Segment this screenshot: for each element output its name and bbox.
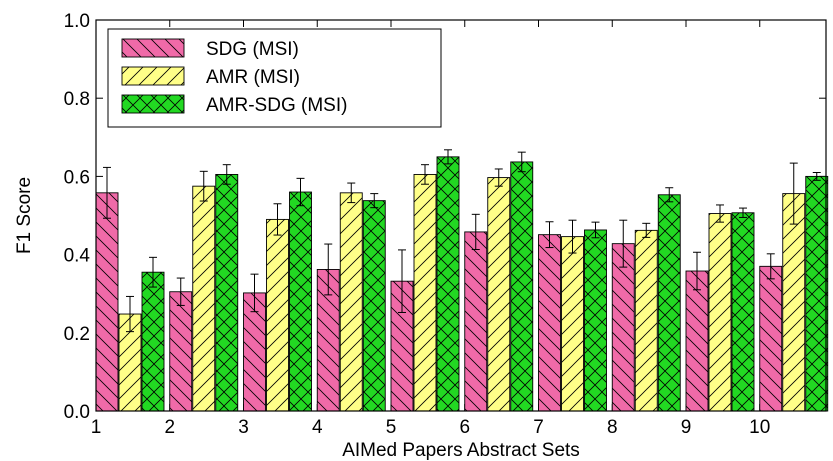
x-tick-label: 2 xyxy=(164,417,175,438)
legend-label: AMR-SDG (MSI) xyxy=(206,95,347,116)
bar-outline xyxy=(215,173,239,412)
bar-outline xyxy=(141,271,165,412)
y-tick-label: 0.8 xyxy=(64,89,90,110)
bar-outline xyxy=(413,173,437,412)
bar-outline xyxy=(708,213,732,412)
bar-outline xyxy=(805,175,829,412)
bar-outline xyxy=(538,234,561,412)
y-axis-label: F1 Score xyxy=(14,177,35,254)
x-tick-label: 1 xyxy=(91,417,102,438)
y-tick-label: 0.6 xyxy=(64,167,90,188)
bar-outline xyxy=(266,218,289,412)
bar-outline xyxy=(510,161,534,412)
plot-frame xyxy=(95,19,827,412)
x-tick-label: 6 xyxy=(459,417,470,438)
x-tick-label: 7 xyxy=(533,417,544,438)
legend-label: SDG (MSI) xyxy=(206,39,299,60)
bars xyxy=(95,156,829,412)
bar-outline xyxy=(464,231,488,412)
bar-outline xyxy=(657,194,681,412)
x-tick-label: 3 xyxy=(238,417,249,438)
bar-outline xyxy=(339,192,363,412)
error-bars xyxy=(103,149,821,333)
bar-outline xyxy=(289,191,312,412)
y-tick-label: 0.4 xyxy=(64,246,91,267)
bar-outline xyxy=(731,212,755,412)
bar-outline xyxy=(362,200,386,412)
bar-outline xyxy=(561,236,584,412)
bar-outline xyxy=(782,193,806,412)
y-tick-label: 1.0 xyxy=(64,11,90,32)
legend-swatch-outline xyxy=(121,38,185,58)
bar-outline xyxy=(169,291,193,412)
bar-outline xyxy=(634,229,658,412)
y-tick-labels: 0.0 0.2 0.4 0.6 0.8 1.0 xyxy=(64,11,91,423)
bar-outline xyxy=(487,177,511,412)
legend-swatch-outline xyxy=(121,94,185,114)
x-tick-label: 5 xyxy=(386,417,397,438)
bar-outline xyxy=(611,243,635,412)
x-tick-labels: 1 2 3 4 5 6 7 8 9 10 xyxy=(91,417,771,438)
legend-swatch-outline xyxy=(121,66,185,86)
x-tick-label: 9 xyxy=(681,417,692,438)
bar-outline xyxy=(436,156,460,412)
x-tick-label: 4 xyxy=(312,417,323,438)
bar-outline xyxy=(685,270,709,412)
y-tick-label: 0.0 xyxy=(64,402,90,423)
bar-outline xyxy=(192,185,216,412)
y-tick-label: 0.2 xyxy=(64,324,90,345)
x-tick-label: 8 xyxy=(607,417,618,438)
legend: SDG (MSI) AMR (MSI) AMR-SDG (MSI) xyxy=(107,28,442,128)
legend-label: AMR (MSI) xyxy=(206,67,300,88)
bar-outline xyxy=(584,229,607,412)
x-axis-label: AIMed Papers Abstract Sets xyxy=(342,440,580,461)
bar-outline xyxy=(759,265,783,412)
bar-outline xyxy=(95,192,119,412)
x-tick-label: 10 xyxy=(749,417,770,438)
